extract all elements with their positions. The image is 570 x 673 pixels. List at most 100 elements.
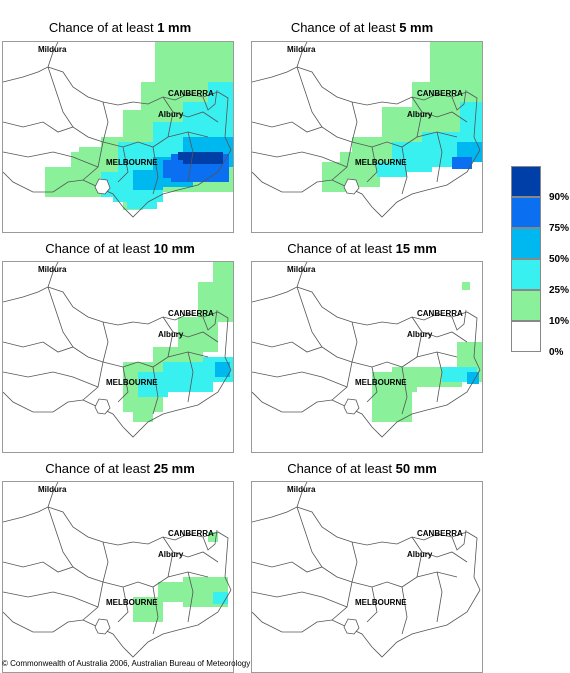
boundary-line xyxy=(252,591,348,608)
place-label-melbourne: MELBOURNE xyxy=(355,378,407,387)
legend-swatch-25-50 xyxy=(511,259,541,290)
boundary-line xyxy=(3,482,59,523)
boundary-line xyxy=(416,551,423,578)
boundary-line xyxy=(3,151,99,168)
boundary-line xyxy=(152,146,159,195)
map-graphic xyxy=(252,482,481,658)
boundary-line xyxy=(47,286,232,371)
map-15mm: Mildura CANBERRA Albury MELBOURNE xyxy=(251,261,483,453)
boundary-line xyxy=(416,331,423,358)
legend-tick-75: 75% xyxy=(549,223,570,234)
boundary-line xyxy=(252,42,308,83)
place-label-canberra: CANBERRA xyxy=(168,89,214,98)
legend-tick-10: 10% xyxy=(549,316,570,327)
map-graphic xyxy=(3,482,232,658)
probability-area xyxy=(158,582,188,602)
panel-title-15mm: Chance of at least 15 mm xyxy=(287,241,437,256)
probability-area xyxy=(127,194,157,209)
place-label-canberra: CANBERRA xyxy=(417,89,463,98)
boundary-line xyxy=(252,121,353,143)
legend-swatch-10-25 xyxy=(511,290,541,321)
probability-area xyxy=(208,532,218,542)
boundary-line xyxy=(296,506,481,591)
boundary-line xyxy=(252,482,308,523)
probability-area xyxy=(45,167,85,197)
boundary-line xyxy=(3,561,104,583)
probability-area xyxy=(79,147,129,162)
boundary-line xyxy=(331,321,358,401)
map-graphic xyxy=(252,262,482,438)
place-label-melbourne: MELBOURNE xyxy=(106,378,158,387)
boundary-line xyxy=(162,316,219,343)
probability-area xyxy=(138,372,168,397)
boundary-line xyxy=(411,96,468,123)
boundary-line xyxy=(187,351,194,403)
boundary-line xyxy=(252,589,481,658)
boundary-line xyxy=(331,541,358,621)
boundary-line xyxy=(252,341,353,363)
probability-area xyxy=(377,162,407,177)
place-label-canberra: CANBERRA xyxy=(417,529,463,538)
boundary-line xyxy=(162,96,219,123)
port-phillip-bay xyxy=(343,618,360,635)
place-label-canberra: CANBERRA xyxy=(168,529,214,538)
legend-swatch-50-75 xyxy=(511,228,541,259)
boundary-line xyxy=(401,366,408,415)
legend-swatch-75-90 xyxy=(511,197,541,228)
boundary-line xyxy=(3,121,104,143)
boundary-line xyxy=(152,586,159,635)
boundary-line xyxy=(202,89,218,111)
boundary-line xyxy=(167,551,174,578)
legend-tick-0: 0% xyxy=(549,347,564,358)
boundary-line xyxy=(82,321,109,401)
boundary-line xyxy=(167,331,174,358)
panel-title-5mm: Chance of at least 5 mm xyxy=(290,20,434,35)
boundary-line xyxy=(296,66,481,151)
legend-tick-90: 90% xyxy=(549,192,570,203)
boundary-line xyxy=(202,529,218,551)
probability-area xyxy=(322,162,347,192)
boundary-line xyxy=(82,541,109,621)
port-phillip-bay xyxy=(94,618,111,635)
boundary-line xyxy=(296,506,323,568)
boundary-line xyxy=(187,131,194,183)
probability-area xyxy=(133,397,153,422)
place-label-mildura: Mildura xyxy=(287,265,316,274)
boundary-line xyxy=(351,571,458,588)
boundary-line xyxy=(187,571,194,623)
probability-area xyxy=(462,282,470,290)
boundary-line xyxy=(451,529,467,551)
boundary-line xyxy=(252,369,481,438)
probability-area xyxy=(213,592,228,604)
map-graphic xyxy=(252,42,482,218)
boundary-line xyxy=(436,571,443,623)
probability-area xyxy=(178,152,223,164)
boundary-line xyxy=(296,286,481,371)
boundary-line xyxy=(436,351,443,403)
place-label-albury: Albury xyxy=(158,550,184,559)
map-50mm: Mildura CANBERRA Albury MELBOURNE xyxy=(251,481,483,673)
boundary-line xyxy=(47,506,232,591)
map-5mm: Mildura CANBERRA Albury MELBOURNE xyxy=(251,41,483,233)
panel-title-50mm: Chance of at least 50 mm xyxy=(287,461,437,476)
boundary-line xyxy=(3,591,99,608)
boundary-line xyxy=(296,66,323,128)
probability-area xyxy=(133,170,163,190)
probability-area xyxy=(452,157,472,169)
place-label-albury: Albury xyxy=(158,110,184,119)
boundary-line xyxy=(436,131,443,183)
boundary-line xyxy=(162,536,219,563)
boundary-line xyxy=(117,366,129,403)
boundary-line xyxy=(252,371,348,388)
boundary-line xyxy=(252,151,348,168)
panel-title-25mm: Chance of at least 25 mm xyxy=(45,461,195,476)
boundary-line xyxy=(416,111,423,138)
map-25mm: Mildura CANBERRA Albury MELBOURNE xyxy=(2,481,234,673)
boundary-line xyxy=(252,561,353,583)
boundary-line xyxy=(3,262,59,303)
boundary-line xyxy=(47,66,74,128)
boundary-line xyxy=(3,371,99,388)
boundary-line xyxy=(252,149,481,218)
legend-tick-25: 25% xyxy=(549,285,570,296)
boundary-line xyxy=(3,589,232,658)
